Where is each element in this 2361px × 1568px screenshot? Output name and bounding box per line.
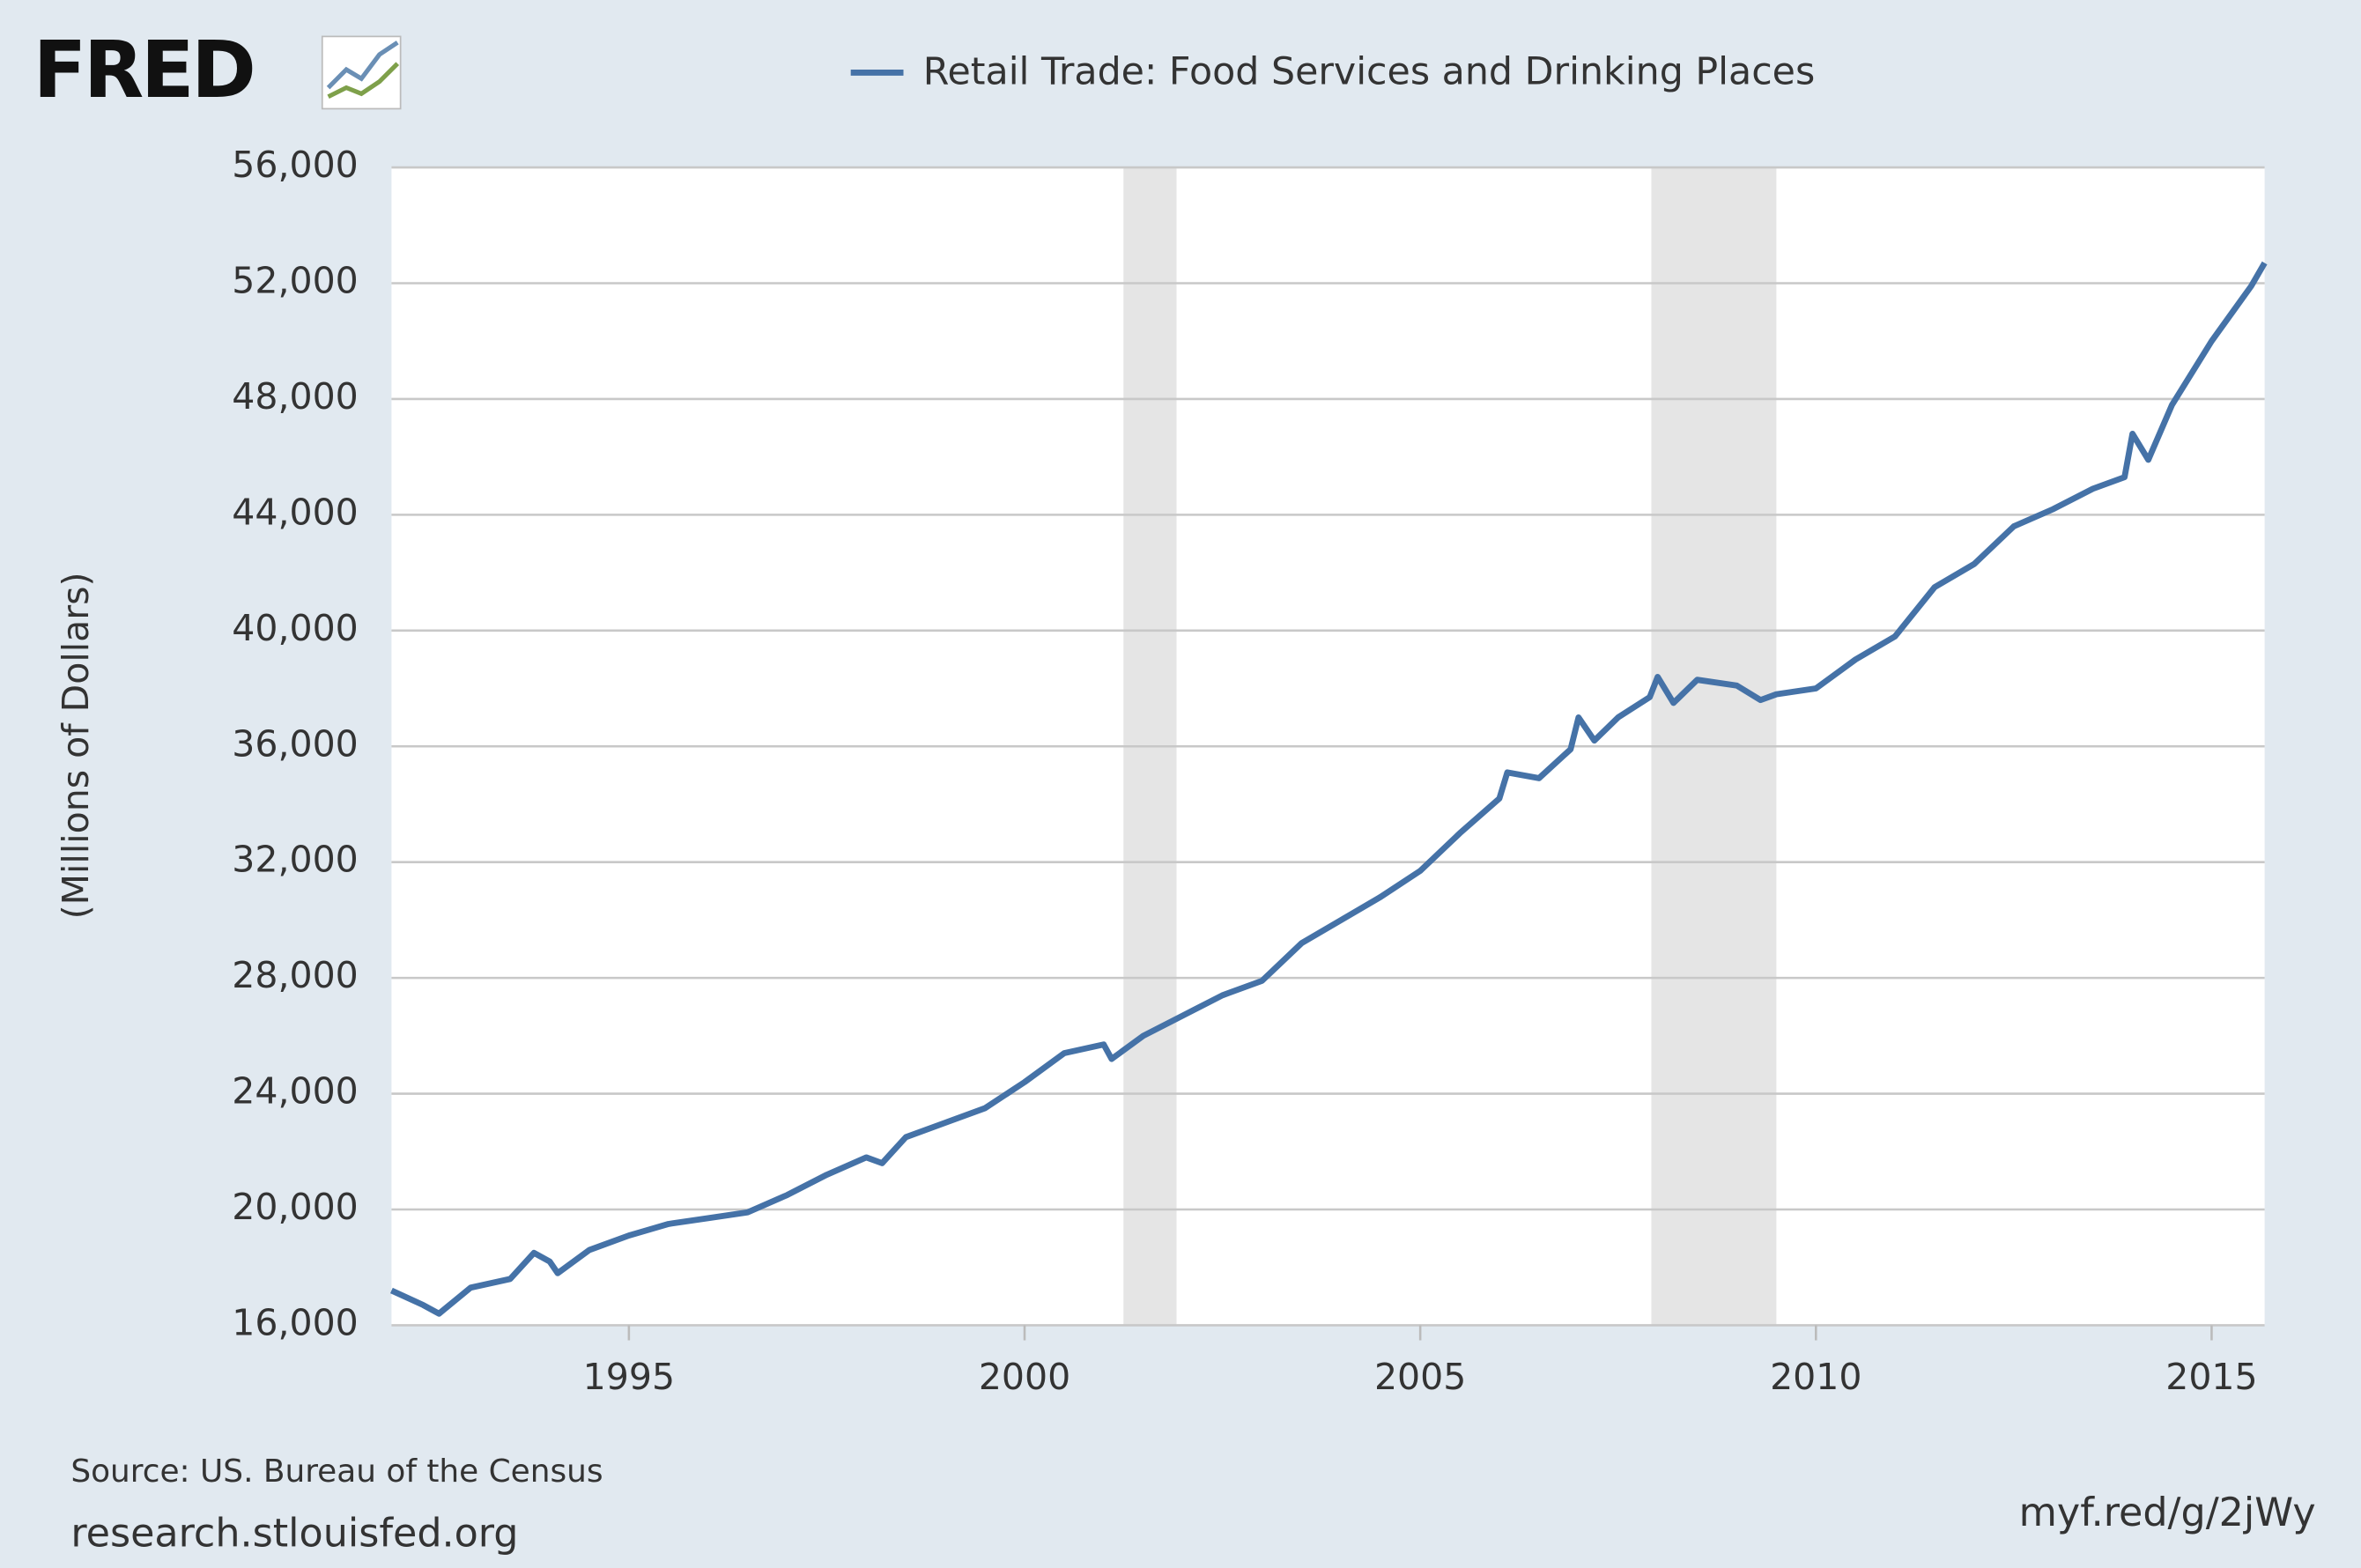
- x-tick-label: 1995: [583, 1356, 675, 1398]
- y-tick-label: 32,000: [232, 839, 359, 881]
- series-line: [389, 261, 2268, 1317]
- legend-label: Retail Trade: Food Services and Drinking…: [923, 50, 1816, 94]
- y-tick-label: 48,000: [232, 375, 359, 418]
- y-tick-label: 24,000: [232, 1070, 359, 1113]
- y-tick-label: 40,000: [232, 607, 359, 649]
- x-tick-label: 2010: [1770, 1356, 1861, 1398]
- y-tick-label: 56,000: [232, 144, 359, 186]
- x-tick-label: 2000: [979, 1356, 1070, 1398]
- x-tick-label: 2005: [1374, 1356, 1466, 1398]
- y-axis-label: (Millions of Dollars): [55, 572, 97, 919]
- x-tick-label: 2015: [2165, 1356, 2257, 1398]
- y-tick-label: 20,000: [232, 1186, 359, 1228]
- y-tick-label: 16,000: [232, 1301, 359, 1343]
- y-tick-label: 44,000: [232, 491, 359, 533]
- short-link: myf.red/g/2jWy: [2019, 1490, 2316, 1535]
- y-tick-label: 36,000: [232, 722, 359, 765]
- site: research.stlouisfed.org: [70, 1512, 518, 1557]
- y-tick-label: 52,000: [232, 260, 359, 302]
- logo: FRED: [33, 25, 254, 115]
- y-tick-label: 28,000: [232, 954, 359, 996]
- source: Source: US. Bureau of the Census: [70, 1453, 603, 1490]
- logo-icon: [321, 35, 402, 110]
